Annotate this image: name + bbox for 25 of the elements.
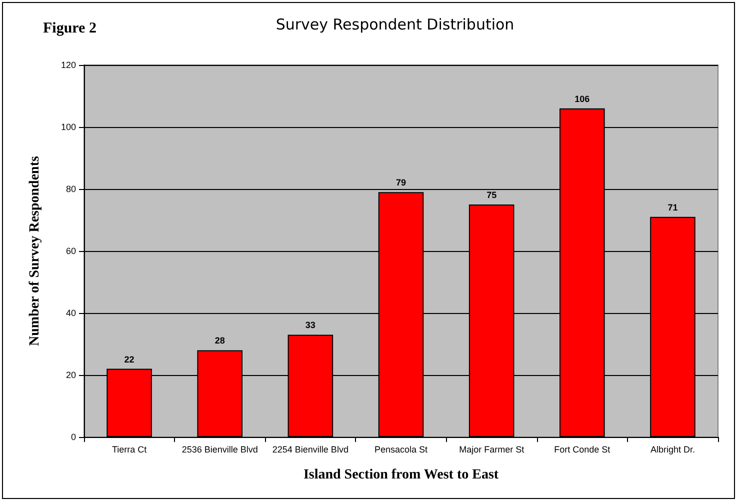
data-label: 22 — [124, 354, 134, 364]
data-label: 79 — [396, 178, 406, 188]
y-tick-label: 120 — [60, 60, 76, 70]
x-tick-label: Tierra Ct — [112, 444, 148, 454]
x-tick-label: Albright Dr. — [650, 444, 695, 454]
x-tick-label: Pensacola St — [374, 444, 428, 454]
x-tick-label: Fort Conde St — [554, 444, 611, 454]
y-tick-label: 20 — [66, 370, 76, 380]
caption: Figure 2 — [43, 20, 96, 36]
x-tick-label: 2254 Bienville Blvd — [272, 444, 348, 454]
data-label: 33 — [305, 320, 316, 330]
x-tick-label: 2536 Bienville Blvd — [182, 444, 258, 454]
data-label: 28 — [214, 336, 225, 346]
y-tick-label: 0 — [70, 432, 76, 442]
y-axis-title: Number of Survey Respondents — [28, 155, 42, 346]
y-tick-label: 80 — [66, 184, 76, 194]
data-label: 106 — [574, 94, 590, 104]
y-tick-label: 60 — [66, 246, 76, 256]
x-axis-title: Island Section from West to East — [303, 468, 499, 482]
y-tick-label: 40 — [66, 308, 76, 318]
x-tick-label: Major Farmer St — [459, 444, 525, 454]
y-tick-label: 100 — [60, 122, 76, 132]
data-label: 71 — [668, 202, 678, 212]
data-label: 75 — [486, 190, 497, 200]
chart-title: Survey Respondent Distribution — [276, 16, 514, 34]
